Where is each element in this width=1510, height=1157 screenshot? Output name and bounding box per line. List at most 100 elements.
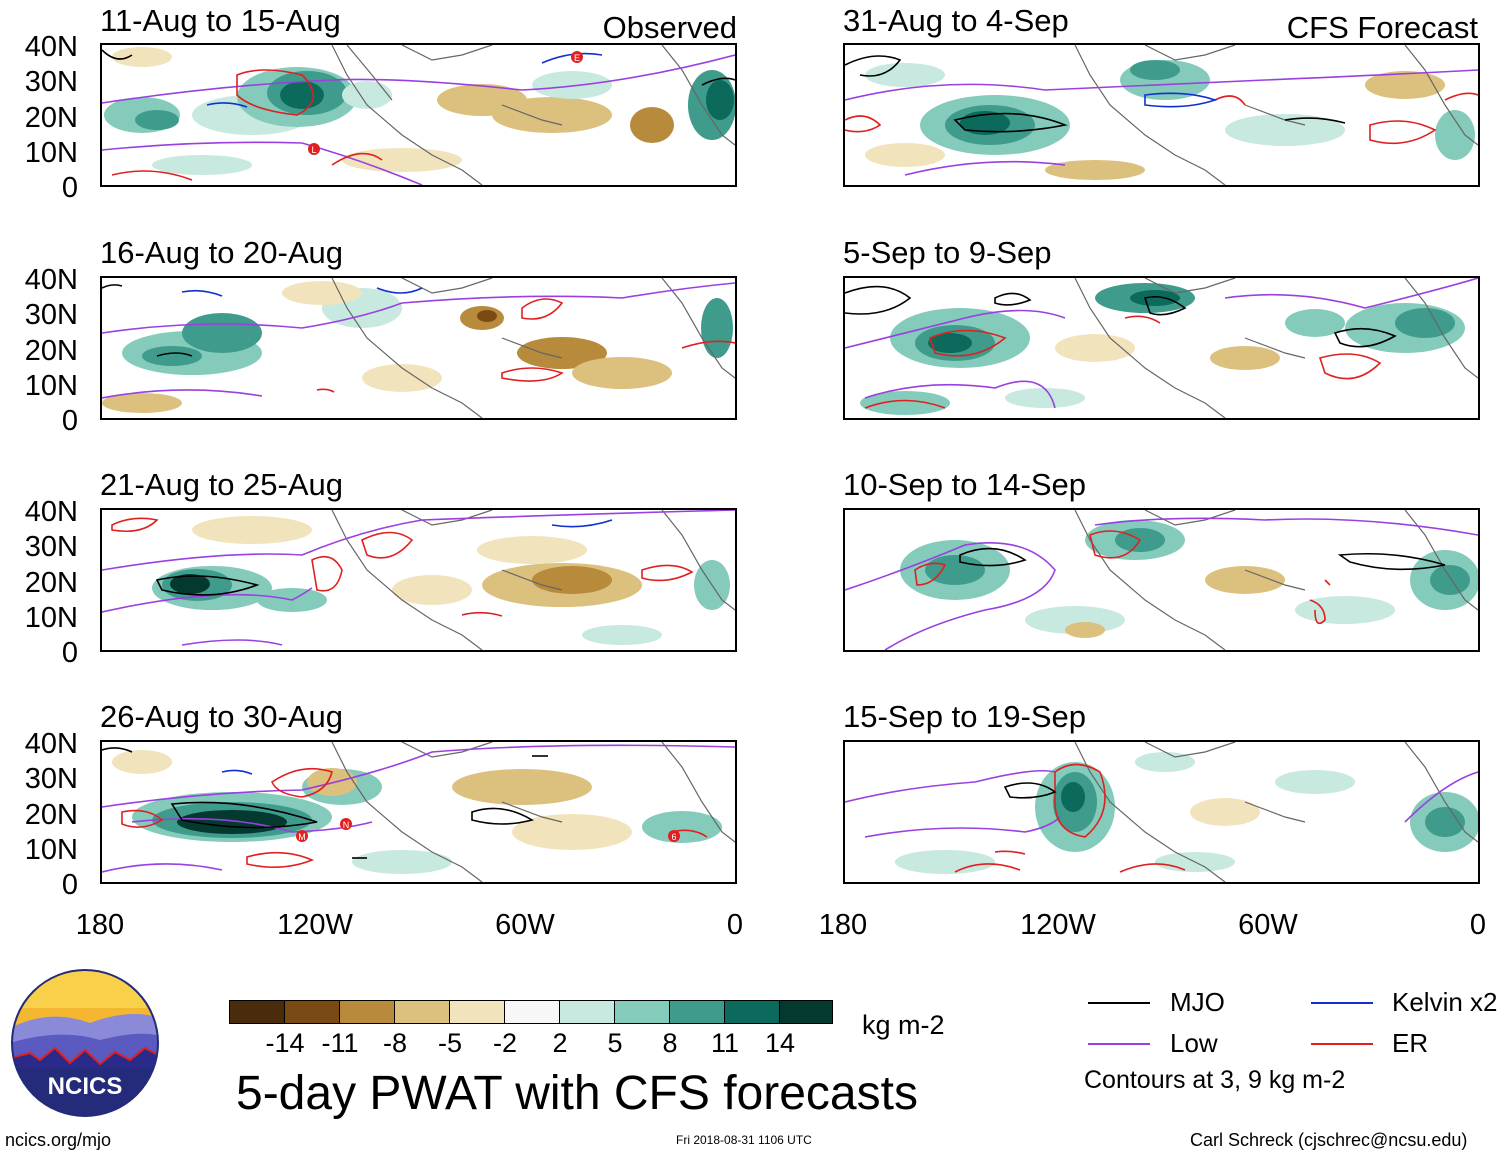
figure-title: 5-day PWAT with CFS forecasts [236, 1067, 918, 1120]
colorbar-swatch-4 [394, 1000, 450, 1024]
land-outlines [1074, 45, 1478, 185]
wave-contours [102, 282, 735, 399]
pwat-anomaly-shading [895, 752, 1478, 874]
pwat-anomaly-shading [900, 520, 1478, 638]
storm-marker-n: N [343, 820, 350, 830]
colorbar-label: -14 [265, 1028, 305, 1058]
lon-tick-180: 180 [75, 909, 125, 941]
lon-tick-0: 0 [1469, 909, 1487, 941]
map-panel-obs-4: M N 6 [100, 740, 737, 884]
storm-marker-l: L [311, 145, 316, 155]
lat-tick-30n: 30N [24, 66, 78, 98]
map-panel-fcst-4 [843, 740, 1480, 884]
colorbar-label: 8 [662, 1028, 678, 1058]
storm-markers: M N 6 [296, 818, 680, 842]
colorbar-label: 5 [607, 1028, 623, 1058]
lat-tick-20n: 20N [24, 799, 78, 831]
lat-tick-0: 0 [61, 637, 78, 669]
map-panel-fcst-3 [843, 508, 1480, 652]
map-panel-fcst-1 [843, 43, 1480, 187]
storm-marker-m: M [298, 832, 306, 842]
lon-tick-180: 180 [818, 909, 868, 941]
wave-contours [102, 510, 735, 646]
colorbar-label: -2 [492, 1028, 517, 1058]
pwat-anomaly-shading [112, 750, 722, 874]
colorbar-label: -8 [382, 1028, 407, 1058]
lat-tick-10n: 10N [24, 602, 78, 634]
colorbar-label: 2 [552, 1028, 568, 1058]
panel-title-fcst-3: 10-Sep to 14-Sep [843, 467, 1087, 502]
lon-tick-120w: 120W [1020, 909, 1096, 941]
lat-tick-40n: 40N [24, 31, 78, 63]
colorbar-swatch-9 [669, 1000, 725, 1024]
panel-title-obs-3: 21-Aug to 25-Aug [100, 467, 344, 502]
colorbar-swatch-10 [724, 1000, 780, 1024]
storm-marker-e: E [574, 53, 580, 63]
lat-tick-30n: 30N [24, 299, 78, 331]
land-outlines [331, 278, 735, 418]
land-outlines [331, 45, 735, 185]
wave-contours [845, 763, 1478, 873]
logo-text: NCICS [48, 1073, 123, 1100]
lat-tick-20n: 20N [24, 102, 78, 134]
legend-label-kelvin: Kelvin x2 [1392, 987, 1498, 1017]
lat-tick-10n: 10N [24, 834, 78, 866]
legend-line-low [1088, 1043, 1150, 1045]
cfs-forecast-label: CFS Forecast [1286, 10, 1478, 45]
lon-tick-120w: 120W [277, 909, 353, 941]
map-panel-fcst-2 [843, 276, 1480, 420]
legend-label-low: Low [1170, 1028, 1218, 1058]
panel-title-obs-2: 16-Aug to 20-Aug [100, 235, 344, 270]
footer-timestamp: Fri 2018-08-31 1106 UTC [676, 1133, 812, 1147]
contour-note: Contours at 3, 9 kg m-2 [1084, 1066, 1346, 1094]
footer-url[interactable]: ncics.org/mjo [5, 1130, 112, 1150]
wave-contours [845, 517, 1478, 650]
lat-tick-20n: 20N [24, 335, 78, 367]
ncics-logo: NCICS [10, 968, 160, 1118]
observed-label: Observed [602, 10, 737, 45]
legend-label-er: ER [1392, 1028, 1429, 1058]
colorbar-units: kg m-2 [862, 1010, 945, 1040]
panel-title-obs-1: 11-Aug to 15-Aug [100, 3, 341, 38]
colorbar-label: 14 [764, 1028, 796, 1058]
legend-line-kelvin [1311, 1002, 1373, 1004]
lat-tick-40n: 40N [24, 728, 78, 760]
panel-title-fcst-4: 15-Sep to 19-Sep [843, 699, 1087, 734]
map-panel-obs-1: E L [100, 43, 737, 187]
lat-tick-0: 0 [61, 172, 78, 204]
lon-tick-60w: 60W [1238, 909, 1298, 941]
lat-tick-10n: 10N [24, 137, 78, 169]
map-panel-obs-3 [100, 508, 737, 652]
colorbar-label: -5 [437, 1028, 462, 1058]
lat-tick-0: 0 [61, 869, 78, 901]
legend-line-er [1311, 1043, 1373, 1045]
colorbar-swatch-7 [559, 1000, 615, 1024]
wave-contours [845, 55, 1478, 176]
map-panel-obs-2 [100, 276, 737, 420]
colorbar-swatch-6 [504, 1000, 560, 1024]
pwat-anomaly-shading [860, 283, 1465, 415]
footer-credit: Carl Schreck (cjschrec@ncsu.edu) [1190, 1130, 1468, 1150]
lon-tick-60w: 60W [495, 909, 555, 941]
panel-title-fcst-1: 31-Aug to 4-Sep [843, 3, 1069, 38]
lat-tick-30n: 30N [24, 763, 78, 795]
colorbar-swatch-8 [614, 1000, 670, 1024]
pwat-anomaly-shading [102, 281, 733, 413]
land-outlines [1074, 742, 1478, 882]
colorbar-label: -11 [321, 1028, 359, 1058]
colorbar-swatch-2 [284, 1000, 340, 1024]
colorbar-swatch-5 [449, 1000, 505, 1024]
lon-tick-0: 0 [726, 909, 744, 941]
land-outlines [331, 742, 735, 882]
colorbar-swatch-1 [229, 1000, 285, 1024]
panel-title-fcst-2: 5-Sep to 9-Sep [843, 235, 1052, 270]
land-outlines [331, 510, 735, 650]
panel-title-obs-4: 26-Aug to 30-Aug [100, 699, 344, 734]
lat-tick-20n: 20N [24, 567, 78, 599]
pwat-anomaly-shading [865, 60, 1475, 180]
land-outlines [1074, 278, 1478, 418]
lat-tick-10n: 10N [24, 370, 78, 402]
lat-tick-40n: 40N [24, 496, 78, 528]
lat-tick-0: 0 [61, 405, 78, 437]
colorbar-label: 11 [710, 1028, 740, 1058]
